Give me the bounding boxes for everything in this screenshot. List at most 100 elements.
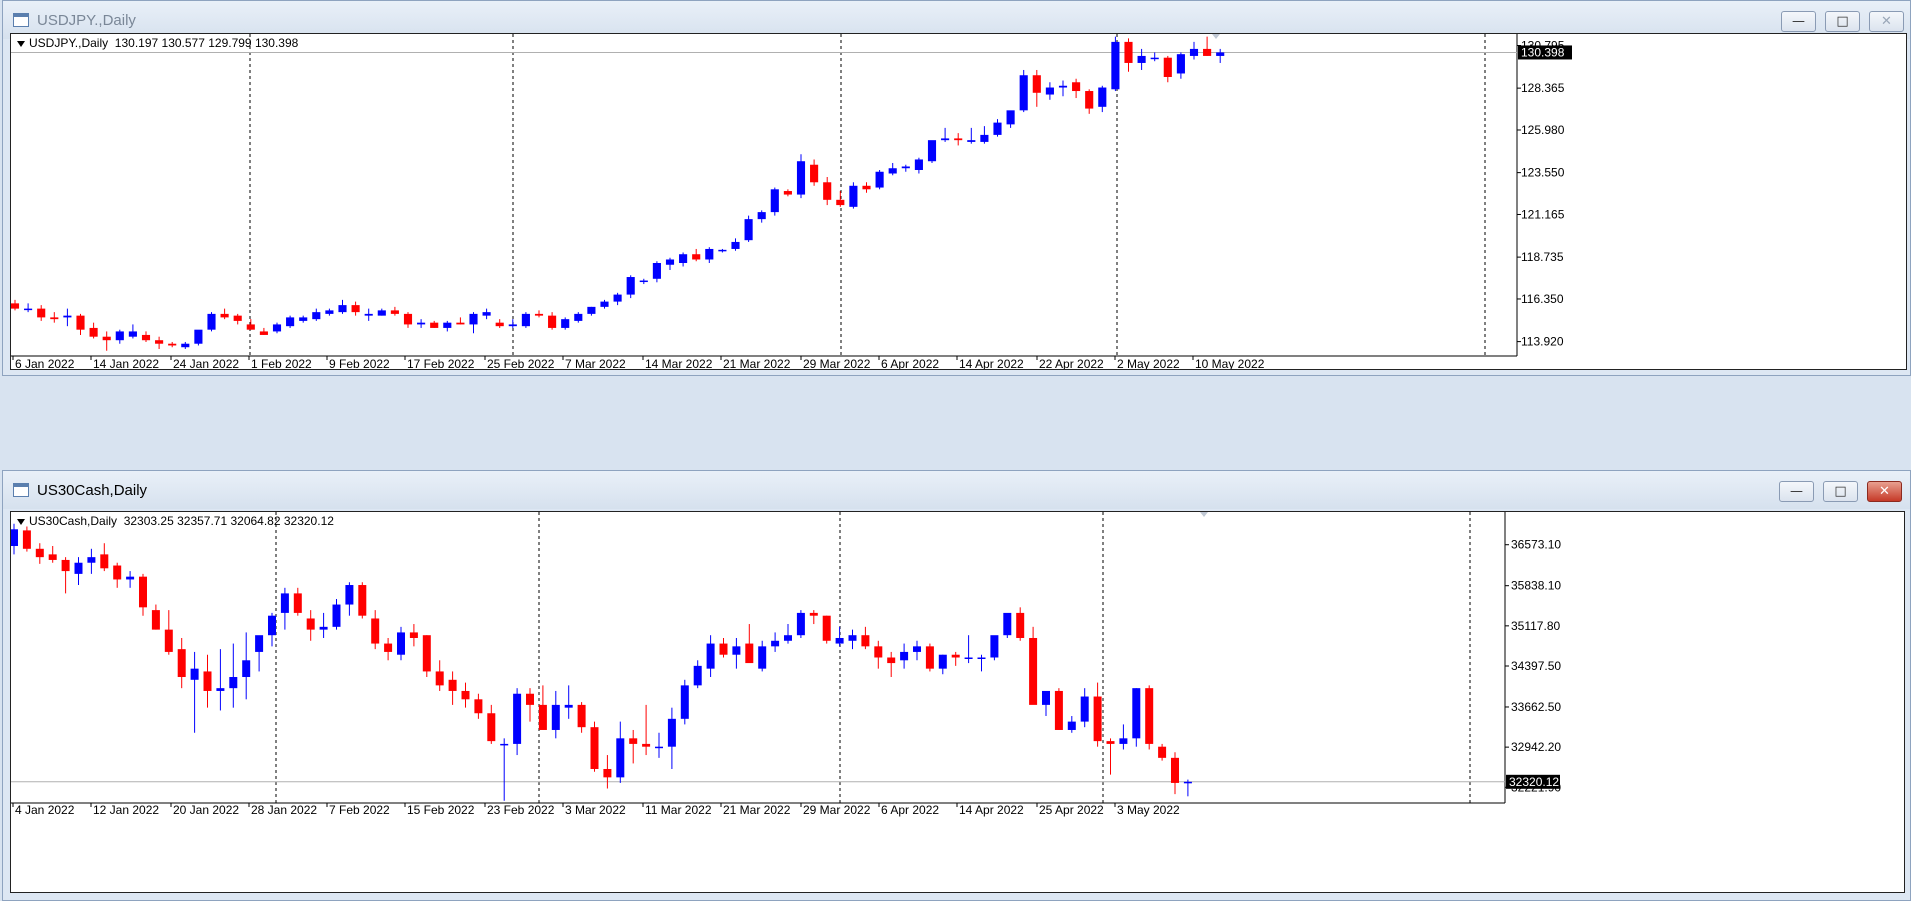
collapse-triangle-icon[interactable] (17, 40, 25, 47)
candle (397, 626, 405, 661)
candle (1106, 738, 1115, 775)
candle-body (925, 646, 934, 669)
candle-body (100, 554, 109, 569)
candle-body (809, 612, 818, 616)
candle-body (1072, 82, 1081, 92)
x-tick-label: 6 Apr 2022 (881, 357, 939, 369)
candle-body (456, 322, 465, 325)
x-tick-label: 21 Mar 2022 (723, 803, 791, 817)
candle-body (954, 138, 963, 141)
candle-body (758, 646, 767, 669)
usdjpy-chart-area[interactable]: USDJPY.,Daily 130.197 130.577 129.799 13… (10, 33, 1907, 370)
candle-body (941, 138, 950, 141)
window-title: USDJPY.,Daily (37, 12, 136, 29)
candle (1189, 41, 1199, 60)
candle-body (113, 565, 122, 580)
candle (430, 320, 439, 328)
us30cash-chart-window[interactable]: US30Cash,Daily — □ ✕ US30Cash,Daily 3230… (2, 470, 1911, 901)
x-tick-label: 14 Jan 2022 (93, 357, 159, 369)
candle (616, 721, 625, 783)
candle-body (534, 313, 544, 316)
candle (744, 215, 753, 242)
usdjpy-chart-window[interactable]: USDJPY.,Daily — □ ✕ USDJPY.,Daily 130.19… (2, 0, 1911, 376)
candle-body (216, 688, 225, 691)
candle-body (61, 559, 70, 572)
y-tick-label: 118.735 (1521, 250, 1564, 264)
candle (190, 651, 199, 733)
close-button[interactable]: ✕ (1867, 481, 1902, 502)
candle (1032, 69, 1041, 107)
candle-body (306, 618, 315, 630)
candle-body (229, 677, 238, 689)
candle-body (679, 254, 688, 263)
candle (626, 275, 635, 299)
us30cash-title-bar[interactable]: US30Cash,Daily — □ ✕ (3, 471, 1910, 509)
candle-body (1080, 696, 1089, 722)
minimize-button[interactable]: — (1781, 11, 1816, 32)
x-tick-label: 24 Jan 2022 (173, 357, 239, 369)
chart-shift-marker-icon (1212, 34, 1220, 39)
x-tick-label: 6 Apr 2022 (881, 803, 939, 817)
y-tick-label: 121.165 (1521, 207, 1565, 221)
candle-body (810, 164, 819, 183)
candle (849, 182, 858, 209)
candle (87, 548, 96, 574)
candle (652, 261, 661, 283)
candle (48, 546, 57, 563)
candle (1045, 82, 1054, 100)
candle-body (513, 693, 522, 744)
y-tick-label: 36573.10 (1511, 538, 1561, 552)
candle (1019, 69, 1028, 113)
close-button[interactable]: ✕ (1869, 11, 1904, 32)
minimize-button[interactable]: — (1779, 481, 1814, 502)
candle-body (89, 327, 98, 337)
candle-body (913, 646, 921, 652)
candle (403, 312, 413, 328)
y-tick-label: 34397.50 (1511, 659, 1561, 673)
candle (194, 329, 203, 346)
candle (1003, 612, 1012, 638)
us30cash-chart-area[interactable]: US30Cash,Daily 32303.25 32357.71 32064.8… (10, 511, 1905, 893)
candle (1029, 626, 1038, 705)
x-tick-label: 4 Jan 2022 (15, 803, 75, 817)
candle (1216, 48, 1225, 63)
candle-body (1093, 696, 1102, 742)
candle-body (115, 331, 124, 341)
candle (705, 247, 714, 263)
candle (495, 319, 504, 328)
candle (836, 191, 845, 207)
candle-body (1032, 75, 1041, 93)
candle-body (1003, 612, 1012, 636)
collapse-triangle-icon[interactable] (17, 518, 25, 525)
x-tick-label: 29 Mar 2022 (803, 357, 871, 369)
candle-body (551, 704, 560, 730)
candle (37, 305, 46, 321)
candle-body (1119, 738, 1128, 744)
candle (600, 299, 609, 309)
candle (990, 635, 999, 661)
candle (574, 312, 583, 323)
maximize-button[interactable]: □ (1825, 11, 1860, 32)
candle-body (914, 159, 923, 170)
usdjpy-title-bar[interactable]: USDJPY.,Daily — □ ✕ (3, 1, 1910, 39)
candle (384, 637, 393, 661)
x-tick-label: 12 Jan 2022 (93, 803, 159, 817)
candle (1042, 690, 1050, 717)
candle (312, 308, 321, 321)
candle (338, 299, 347, 314)
candle-body (448, 679, 457, 691)
candle (914, 157, 923, 174)
x-tick-label: 25 Feb 2022 (487, 357, 555, 369)
candle-body (1124, 41, 1133, 63)
candle (757, 210, 766, 223)
maximize-button[interactable]: □ (1823, 481, 1858, 502)
candle (913, 640, 921, 661)
candle (364, 308, 373, 321)
us30cash-candlestick-chart: 36573.10 35838.10 35117.80 34397.50 33662.50… (11, 512, 1561, 817)
current-price-badge (1518, 45, 1572, 60)
candle (1137, 48, 1146, 70)
candle-body (526, 693, 534, 705)
candle-body (487, 713, 496, 742)
candle-body (848, 635, 857, 641)
candle-body (11, 303, 20, 309)
